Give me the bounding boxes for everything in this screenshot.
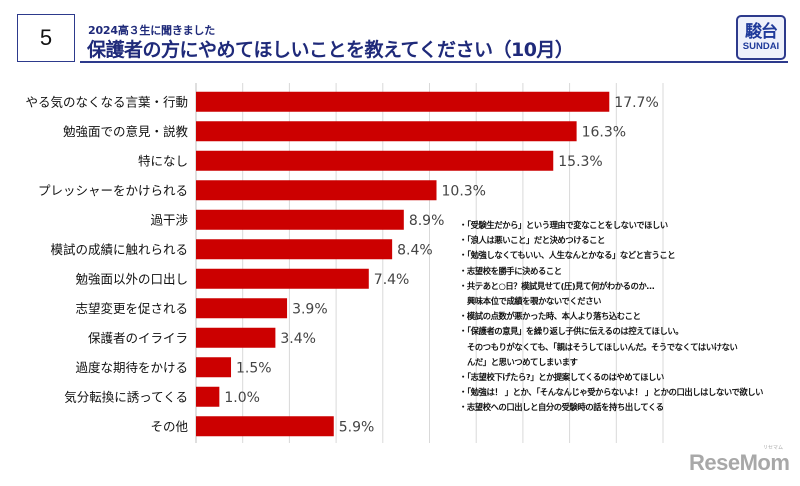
sundai-logo: 駿台 SUNDAI [736, 15, 786, 60]
value-label: 3.9% [292, 301, 328, 317]
category-label: プレッシャーをかけられる [38, 183, 188, 198]
bar [196, 121, 577, 142]
bar [196, 386, 220, 407]
bar [196, 239, 393, 260]
note-line: ・志望校への口出しと自分の受験時の話を持ち出してくる [459, 402, 664, 413]
free-response-notes: ・「受験生だから」という理由で変なことをしないでほしい ・「浪人は悪いこと」だと決… [459, 218, 763, 416]
chart-title: 保護者の方にやめてほしいことを教えてください（10月） [87, 39, 574, 61]
note-line: 興味本位で成績を覗かないでください [467, 296, 601, 307]
category-label: 過度な期待をかける [75, 360, 188, 375]
category-label: 模試の成績に触れられる [50, 242, 188, 257]
gridlines [195, 83, 664, 443]
value-label: 17.7% [614, 95, 658, 111]
note-line: ・「受験生だから」という理由で変なことをしないでほしい [459, 220, 668, 230]
resemom-watermark-kana: リセマム [763, 445, 784, 451]
value-label: 5.9% [339, 419, 375, 435]
note-line: ・「勉強は！ 」とか、「そんなんじゃ受からないよ！ 」とかの口出しはしないで欲し… [459, 387, 764, 398]
value-label: 10.3% [442, 183, 486, 199]
bar [196, 209, 404, 230]
logo-latin: SUNDAI [742, 41, 780, 52]
bars [196, 91, 610, 437]
category-label: 過干渉 [150, 212, 188, 227]
value-label: 16.3% [582, 124, 626, 140]
category-label: やる気のなくなる言葉・行動 [25, 94, 188, 109]
note-line: ・「志望校下げたら?」とか提案してくるのはやめてほしい [459, 372, 664, 383]
value-label: 8.4% [397, 242, 433, 258]
category-label: 特になし [138, 153, 188, 168]
bar [196, 327, 276, 348]
bar [196, 268, 369, 289]
note-line: そのつもりがなくても、「親はそうしてほしいんだ。そうでなくてはいけない [467, 341, 738, 352]
note-line: んだ」と思いつめてしまいます [467, 356, 578, 367]
value-label: 15.3% [558, 154, 602, 170]
bar [196, 180, 437, 201]
note-line: ・共テあと○日？模試見せて(圧)見て何がわかるのか… [459, 280, 655, 291]
category-labels: やる気のなくなる言葉・行動勉強面での意見・説教特になしプレッシャーをかけられる過… [25, 94, 188, 434]
bar [196, 298, 288, 319]
note-line: ・「保護者の意見」を繰り返し子供に伝えるのは控えてほしい。 [459, 326, 684, 337]
slide-number: 5 [17, 14, 75, 62]
bar [196, 357, 232, 378]
resemom-watermark: ReseMom [689, 450, 790, 475]
value-label: 1.5% [236, 360, 272, 376]
title-underline [80, 61, 788, 63]
category-label: 気分転換に誘ってくる [64, 389, 188, 404]
bar [196, 416, 334, 437]
note-line: ・「勉強しなくてもいい、人生なんとかなる」などと言うこと [459, 250, 676, 261]
note-line: ・志望校を勝手に決めること [459, 265, 562, 276]
value-label: 3.4% [280, 331, 316, 347]
category-label: 保護者のイライラ [88, 330, 188, 345]
category-label: 勉強面での意見・説教 [63, 124, 189, 139]
note-line: ・模試の点数が悪かった時、本人より落ち込むこと [459, 311, 641, 322]
category-label: 志望変更を促される [75, 301, 188, 316]
logo-kanji: 駿台 [745, 22, 778, 42]
value-label: 7.4% [374, 272, 410, 288]
bar [196, 91, 610, 112]
value-label: 1.0% [224, 390, 260, 406]
value-labels: 17.7% 16.3% 15.3% 10.3% 8.9% 8.4% 7.4% 3.9% 3.4%… [224, 95, 658, 436]
chart-subtitle: 2024高３生に聞きました [88, 24, 216, 37]
category-label: 勉強面以外の口出し [75, 271, 188, 286]
note-line: ・「浪人は悪いこと」だと決めつけること [459, 235, 605, 246]
category-label: その他 [150, 419, 188, 434]
bar [196, 150, 554, 171]
value-label: 8.9% [409, 213, 445, 229]
